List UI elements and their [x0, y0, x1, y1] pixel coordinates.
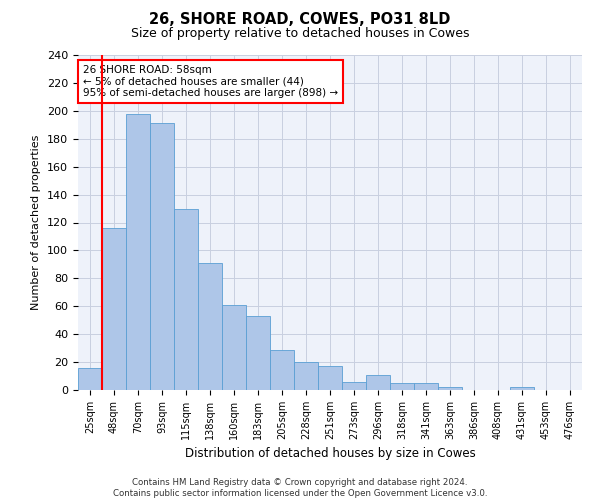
- Bar: [222, 305, 246, 390]
- Text: Contains HM Land Registry data © Crown copyright and database right 2024.
Contai: Contains HM Land Registry data © Crown c…: [113, 478, 487, 498]
- Bar: [390, 383, 414, 390]
- Y-axis label: Number of detached properties: Number of detached properties: [31, 135, 41, 310]
- Bar: [246, 316, 270, 390]
- Bar: [174, 208, 198, 390]
- Bar: [270, 350, 294, 390]
- Bar: [438, 387, 462, 390]
- Bar: [150, 124, 174, 390]
- Text: Size of property relative to detached houses in Cowes: Size of property relative to detached ho…: [131, 28, 469, 40]
- Bar: [510, 387, 534, 390]
- X-axis label: Distribution of detached houses by size in Cowes: Distribution of detached houses by size …: [185, 448, 475, 460]
- Bar: [126, 114, 150, 390]
- Bar: [78, 368, 102, 390]
- Bar: [366, 374, 390, 390]
- Bar: [294, 362, 318, 390]
- Bar: [342, 382, 366, 390]
- Text: 26 SHORE ROAD: 58sqm
← 5% of detached houses are smaller (44)
95% of semi-detach: 26 SHORE ROAD: 58sqm ← 5% of detached ho…: [83, 65, 338, 98]
- Text: 26, SHORE ROAD, COWES, PO31 8LD: 26, SHORE ROAD, COWES, PO31 8LD: [149, 12, 451, 28]
- Bar: [102, 228, 126, 390]
- Bar: [414, 383, 438, 390]
- Bar: [318, 366, 342, 390]
- Bar: [198, 263, 222, 390]
